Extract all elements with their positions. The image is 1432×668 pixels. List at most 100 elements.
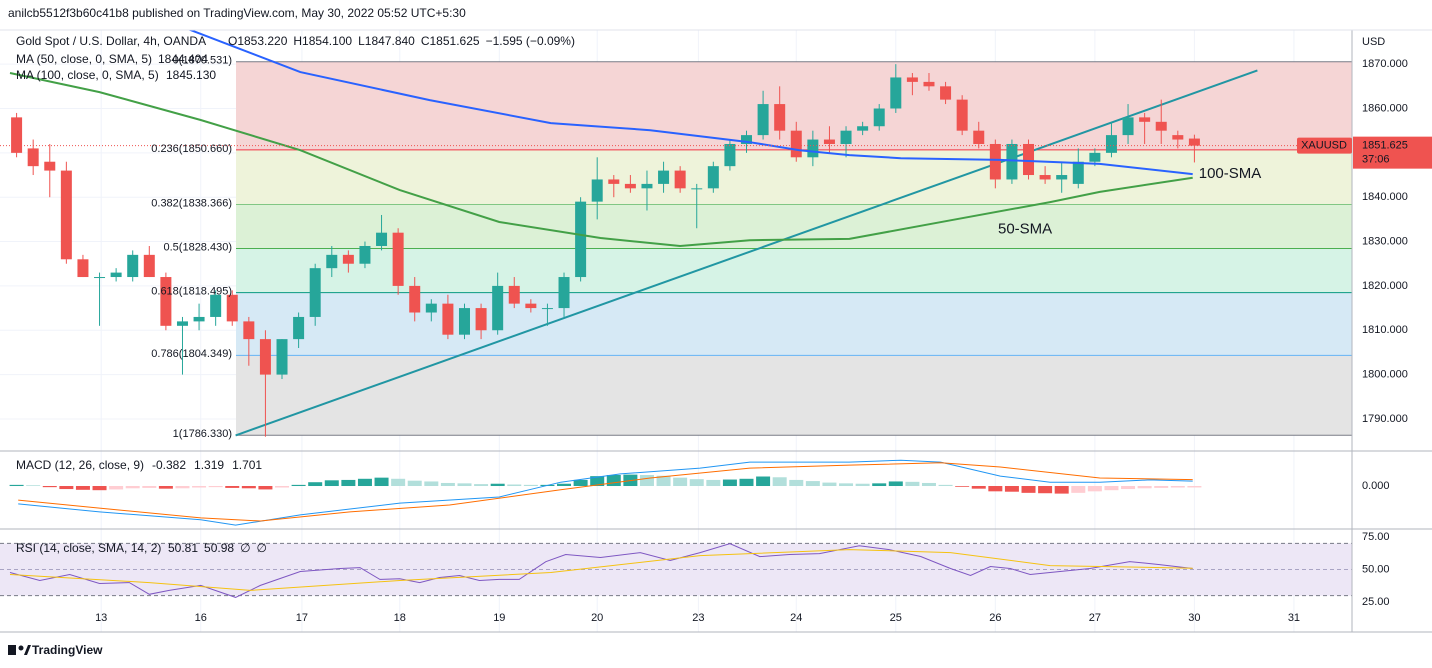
macd-histogram-bar: [225, 486, 240, 488]
macd-histogram-bar: [722, 479, 737, 487]
macd-histogram-bar: [391, 478, 406, 487]
candle-body: [359, 245, 371, 264]
x-tick-label: 20: [591, 612, 603, 624]
fibonacci: [236, 61, 1352, 436]
macd-histogram-bar: [42, 486, 57, 488]
y-tick-label: 1800.000: [1362, 369, 1408, 381]
macd-histogram-bar: [258, 486, 273, 490]
candle-body: [127, 254, 139, 278]
candle-body: [1072, 161, 1084, 184]
macd-histogram-bar: [407, 480, 422, 487]
candle-body: [176, 321, 188, 326]
macd-legend-value: -0.382: [152, 458, 186, 472]
candle-body: [326, 254, 338, 269]
candle-body: [741, 135, 753, 144]
macd-histogram-bar: [1187, 486, 1202, 488]
ma-legend-value: 1845.130: [166, 68, 216, 82]
y-tick-label: 25.00: [1362, 596, 1390, 608]
macd-histogram-bar: [92, 486, 107, 491]
macd-histogram-bar: [1038, 486, 1053, 494]
fib-zone: [236, 204, 1352, 249]
y-tick-label: 1870.000: [1362, 58, 1408, 70]
candle-body: [1139, 117, 1151, 122]
candle-body: [541, 308, 553, 310]
macd-histogram-bar: [324, 480, 339, 487]
macd-histogram-bar: [374, 477, 389, 487]
candle-body: [757, 104, 769, 136]
macd-histogram-bar: [639, 474, 654, 487]
macd-histogram-bar: [739, 478, 754, 487]
y-tick-label: 75.00: [1362, 531, 1390, 543]
macd-title: MACD (12, 26, close, 9): [16, 458, 144, 472]
candle-body: [1172, 135, 1184, 140]
macd-histogram-bar: [474, 484, 489, 487]
candle-body: [608, 179, 620, 184]
macd-histogram-bar: [175, 486, 190, 489]
macd-histogram-bar: [490, 483, 505, 487]
candle-body: [624, 183, 636, 189]
macd-histogram-bar: [855, 483, 870, 487]
candle-body: [1122, 117, 1134, 136]
macd-histogram-bar: [440, 482, 455, 487]
macd-histogram-bar: [656, 475, 671, 487]
ma-legend: MA (100, close, 0, SMA, 5): [16, 68, 159, 82]
candle-body: [525, 303, 537, 309]
macd-histogram-bar: [673, 477, 688, 487]
candle-body: [243, 321, 255, 340]
macd-histogram-bar: [606, 474, 621, 487]
candle-body: [890, 77, 902, 109]
y-tick-label: 1830.000: [1362, 235, 1408, 247]
candle-body: [989, 143, 1001, 180]
candle-body: [392, 232, 404, 286]
candle-body: [956, 99, 968, 131]
candle-body: [425, 303, 437, 313]
macd-histogram-bar: [872, 483, 887, 487]
y-tick-label: 1820.000: [1362, 280, 1408, 292]
macd-histogram-bar: [756, 476, 771, 487]
candle-body: [508, 285, 520, 304]
macd-histogram-bar: [938, 484, 953, 487]
candle-body: [27, 148, 39, 167]
macd-histogram-bar: [142, 486, 157, 488]
macd-legend-value: 1.701: [232, 458, 262, 472]
macd-histogram-bar: [1137, 486, 1152, 489]
candle-body: [823, 139, 835, 144]
footer-brand: TradingView: [32, 643, 103, 657]
publisher-header: anilcb5512f3b60c41b8 published on Tradin…: [8, 6, 466, 20]
last-price-label: 1851.625: [1362, 140, 1408, 152]
macd-histogram-bar: [805, 481, 820, 487]
fib-label: 0.236(1850.660): [151, 143, 232, 155]
candle-body: [60, 170, 72, 260]
labels: 1790.000 1800.000 1810.000 1820.000 1830.000…: [16, 34, 1432, 624]
candle-body: [293, 316, 305, 340]
rsi-line: [9, 549, 1193, 591]
tv-logo: [8, 645, 31, 655]
macd-histogram-bar: [789, 479, 804, 487]
candle-body: [658, 170, 670, 184]
fib-zone: [236, 355, 1352, 436]
candle-body: [707, 166, 719, 189]
x-tick-label: 13: [95, 612, 107, 624]
x-tick-label: 27: [1089, 612, 1101, 624]
macd-histogram-bar: [291, 484, 306, 487]
candle-body: [342, 254, 354, 264]
candle-body: [1155, 121, 1167, 131]
candle-body: [1056, 175, 1068, 180]
macd-histogram-bar: [888, 481, 903, 487]
fib-label: 0.786(1804.349): [151, 348, 232, 360]
candle-body: [973, 130, 985, 144]
fib-zone: [236, 292, 1352, 356]
x-tick-label: 16: [195, 612, 207, 624]
candle-body: [458, 308, 470, 335]
x-tick-label: 30: [1188, 612, 1200, 624]
moving-average: [9, 72, 1193, 248]
candle-body: [940, 86, 952, 100]
candle-body: [790, 130, 802, 158]
macd-histogram-bar: [822, 482, 837, 487]
fib-zone: [236, 149, 1352, 205]
candle-body: [923, 81, 935, 87]
macd-histogram-bar: [1121, 486, 1136, 490]
candle-body: [1023, 143, 1035, 176]
currency-label: USD: [1362, 36, 1385, 48]
macd-histogram-bar: [26, 485, 41, 487]
